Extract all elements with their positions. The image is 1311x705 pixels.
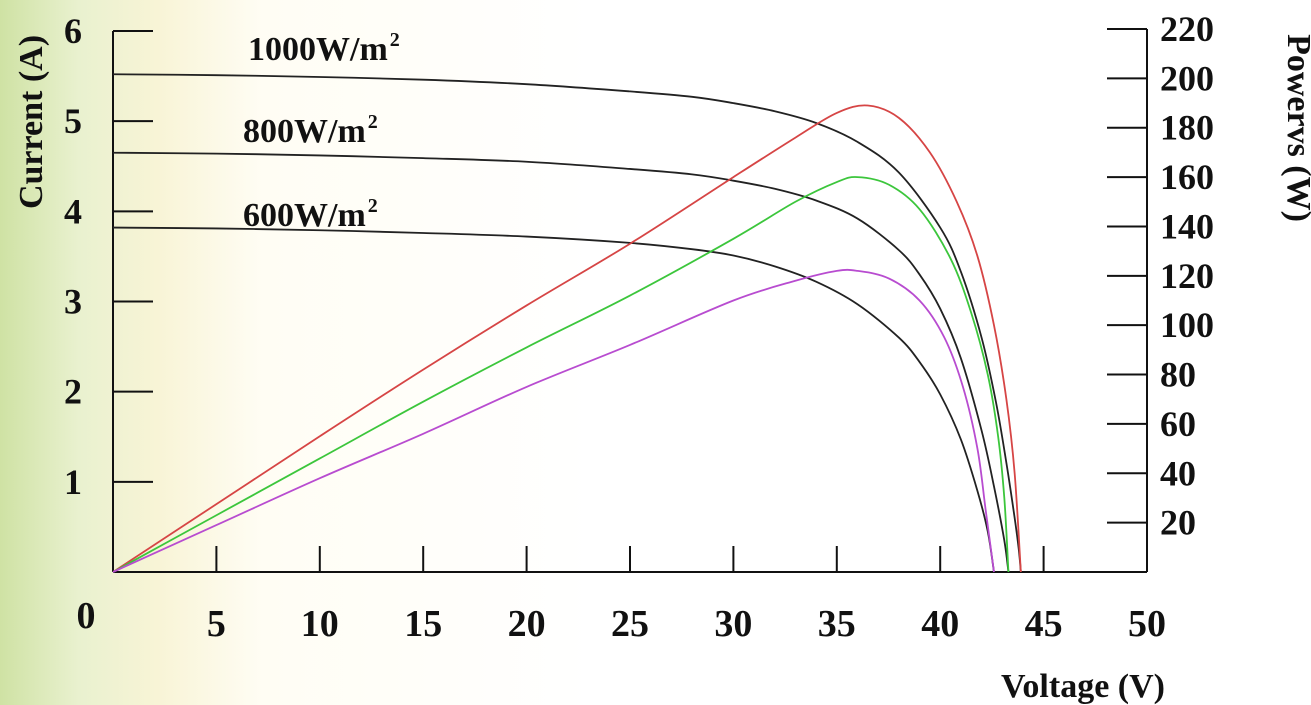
power-curve-5 — [112, 268, 995, 573]
x-tick-label: 40 — [921, 603, 959, 645]
x-tick-label: 20 — [508, 603, 546, 645]
x-tick-label: 10 — [301, 603, 339, 645]
power-curve-3 — [112, 104, 1022, 573]
current-curve-2 — [112, 226, 995, 573]
y-tick-label: 5 — [64, 101, 82, 141]
curve-label-superscript: 2 — [368, 111, 378, 133]
curve-label-superscript: 2 — [368, 195, 378, 217]
y2-tick-label: 60 — [1160, 404, 1196, 444]
y-axis-title: Current (A) — [13, 35, 50, 209]
x-tick-label: 15 — [404, 603, 442, 645]
y2-tick-label: 200 — [1160, 58, 1214, 98]
y2-axis-title: Powervs (W) — [1280, 34, 1311, 222]
y-tick-label: 1 — [64, 462, 82, 502]
current-curve-1 — [112, 151, 1010, 573]
y2-tick-label: 220 — [1160, 9, 1214, 49]
x-tick-label: 45 — [1025, 603, 1063, 645]
current-curve-0 — [112, 73, 1022, 573]
curve-label: 1000W/m — [248, 31, 388, 68]
y2-tick-label: 160 — [1160, 157, 1214, 197]
y2-tick-label: 80 — [1160, 355, 1196, 395]
curve-label: 800W/m — [243, 113, 366, 150]
y-tick-label: 3 — [64, 282, 82, 322]
y-tick-label: 2 — [64, 372, 82, 412]
y2-tick-label: 140 — [1160, 206, 1214, 246]
x-tick-label: 50 — [1128, 603, 1166, 645]
y2-tick-label: 100 — [1160, 305, 1214, 345]
power-curve-4 — [112, 176, 1010, 573]
y2-tick-label: 120 — [1160, 256, 1214, 296]
y2-tick-label: 20 — [1160, 503, 1196, 543]
x-tick-label: 0 — [77, 595, 96, 637]
curves — [112, 73, 1022, 573]
y-tick-label: 6 — [64, 11, 82, 51]
x-tick-label: 25 — [611, 603, 649, 645]
ticks: 0 5 10 15 20 25 30 35 40 45 5012345620406080100120… — [64, 9, 1214, 645]
x-tick-label: 35 — [818, 603, 856, 645]
x-axis-title: Voltage (V) — [1001, 668, 1165, 705]
y-tick-label: 4 — [64, 191, 82, 231]
x-tick-label: 30 — [714, 603, 752, 645]
curve-label-superscript: 2 — [390, 29, 400, 51]
x-tick-label: 5 — [207, 603, 226, 645]
y2-tick-label: 180 — [1160, 108, 1214, 148]
y2-tick-label: 40 — [1160, 453, 1196, 493]
labels: Current (A) Powervs (W) Voltage (V) 1000W/m… — [13, 29, 1311, 705]
curve-label: 600W/m — [243, 197, 366, 234]
